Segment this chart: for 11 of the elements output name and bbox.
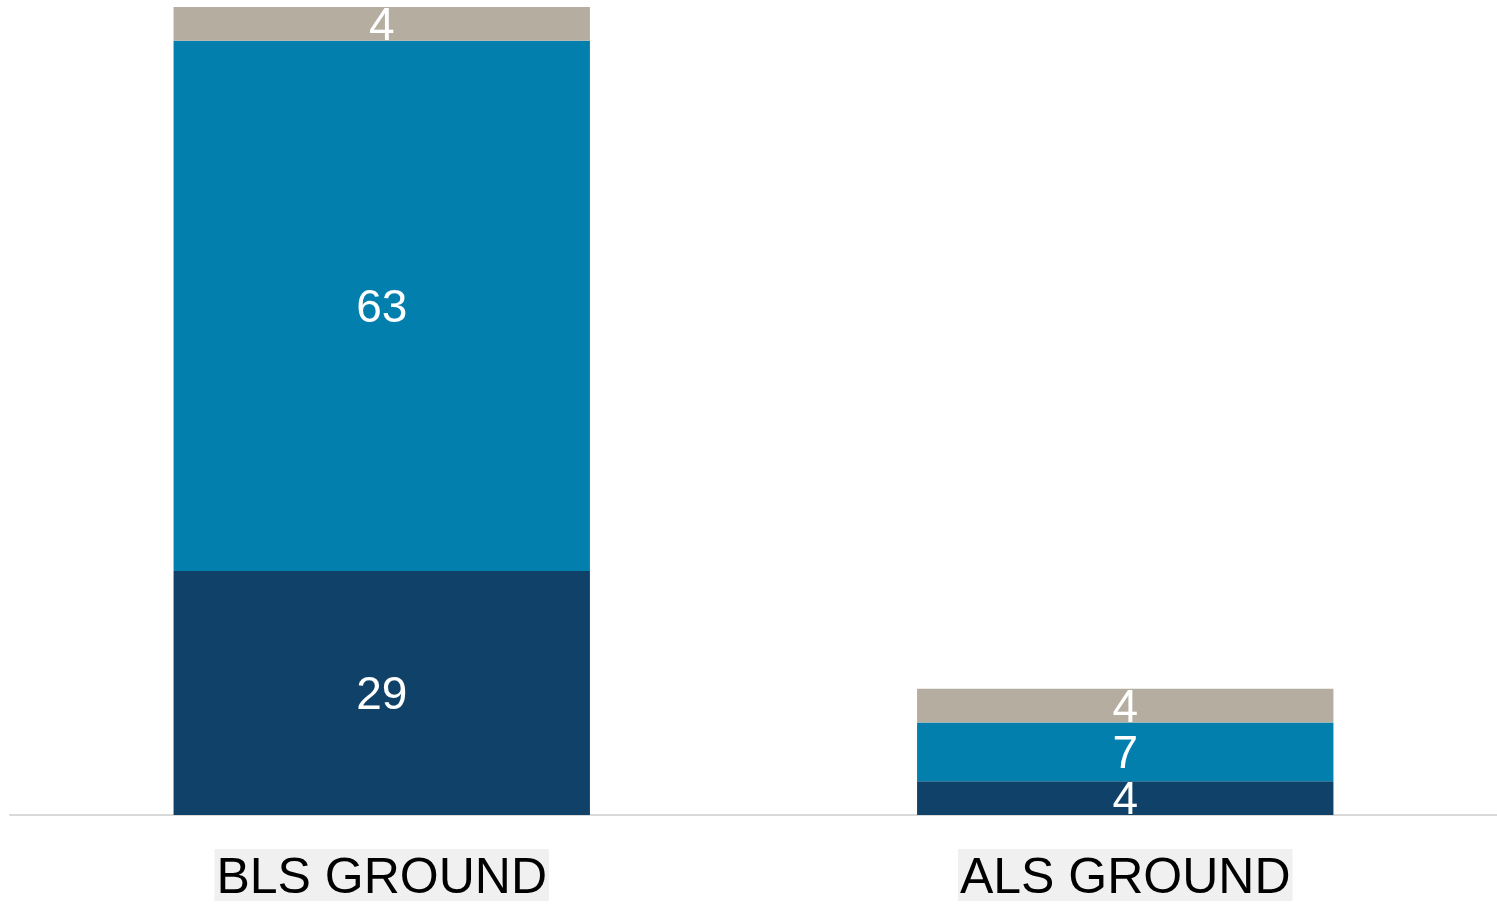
bar	[917, 688, 1334, 723]
bar	[917, 722, 1334, 782]
bar	[173, 570, 590, 815]
x-tick-label: ALS GROUND	[959, 848, 1291, 904]
bar	[173, 40, 590, 571]
data-label: 4	[368, 0, 395, 50]
x-tick-label: BLS GROUND	[216, 848, 548, 904]
data-label: 63	[356, 279, 408, 332]
data-label: 29	[356, 666, 408, 719]
bar	[173, 7, 590, 41]
bar	[917, 781, 1334, 815]
